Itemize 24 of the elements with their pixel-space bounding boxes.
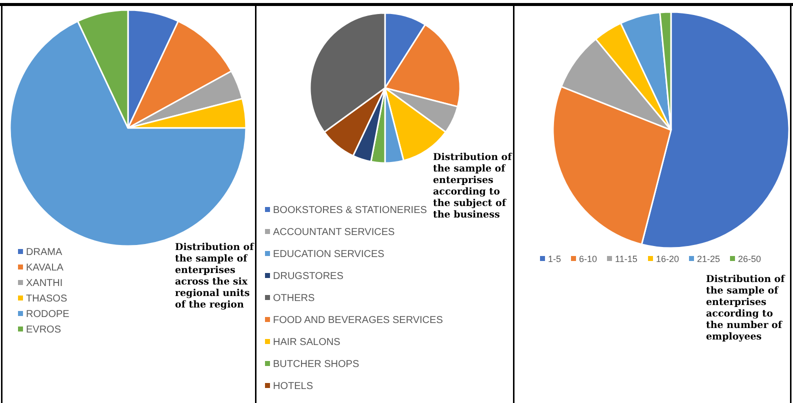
legend-label: RODOPE (26, 309, 70, 320)
legend-label: ACCOUNTANT SERVICES (273, 227, 396, 238)
legend-label: BOOKSTORES & STATIONERIES (273, 205, 428, 216)
legend-label: XANTHI (26, 278, 63, 289)
legend-label: KAVALA (26, 262, 64, 274)
legend-label: EDUCATION SERVICES (273, 249, 385, 260)
legend-label: 1-5 (548, 254, 562, 264)
legend-label: OTHERS (273, 293, 315, 304)
legend-label: HOTELS (273, 381, 314, 392)
legend-label: 26-50 (738, 254, 762, 264)
legend-label: FOOD AND BEVERAGES SERVICES (273, 315, 444, 326)
legend-label: 6-10 (579, 254, 598, 264)
text: Distribution of the sample of enterprises according to the subject of the business (433, 152, 513, 220)
legend-label: THASOS (26, 294, 68, 304)
legend-label: EVROS (26, 324, 62, 336)
legend-label: 11-15 (615, 254, 638, 264)
legend-label: BUTCHER SHOPS (273, 359, 360, 370)
legend-label: 16-20 (656, 254, 680, 264)
legend-label: DRAMA (26, 247, 62, 258)
text: Distribution of the sample of enterprises across the six regional units of the region (175, 242, 255, 310)
legend-label: DRUGSTORES (273, 271, 344, 282)
legend-label: 21-25 (697, 254, 720, 264)
text: Distribution of the sample of enterprises according to the number of employees (706, 274, 786, 342)
legend-label: HAIR SALONS (273, 337, 341, 348)
